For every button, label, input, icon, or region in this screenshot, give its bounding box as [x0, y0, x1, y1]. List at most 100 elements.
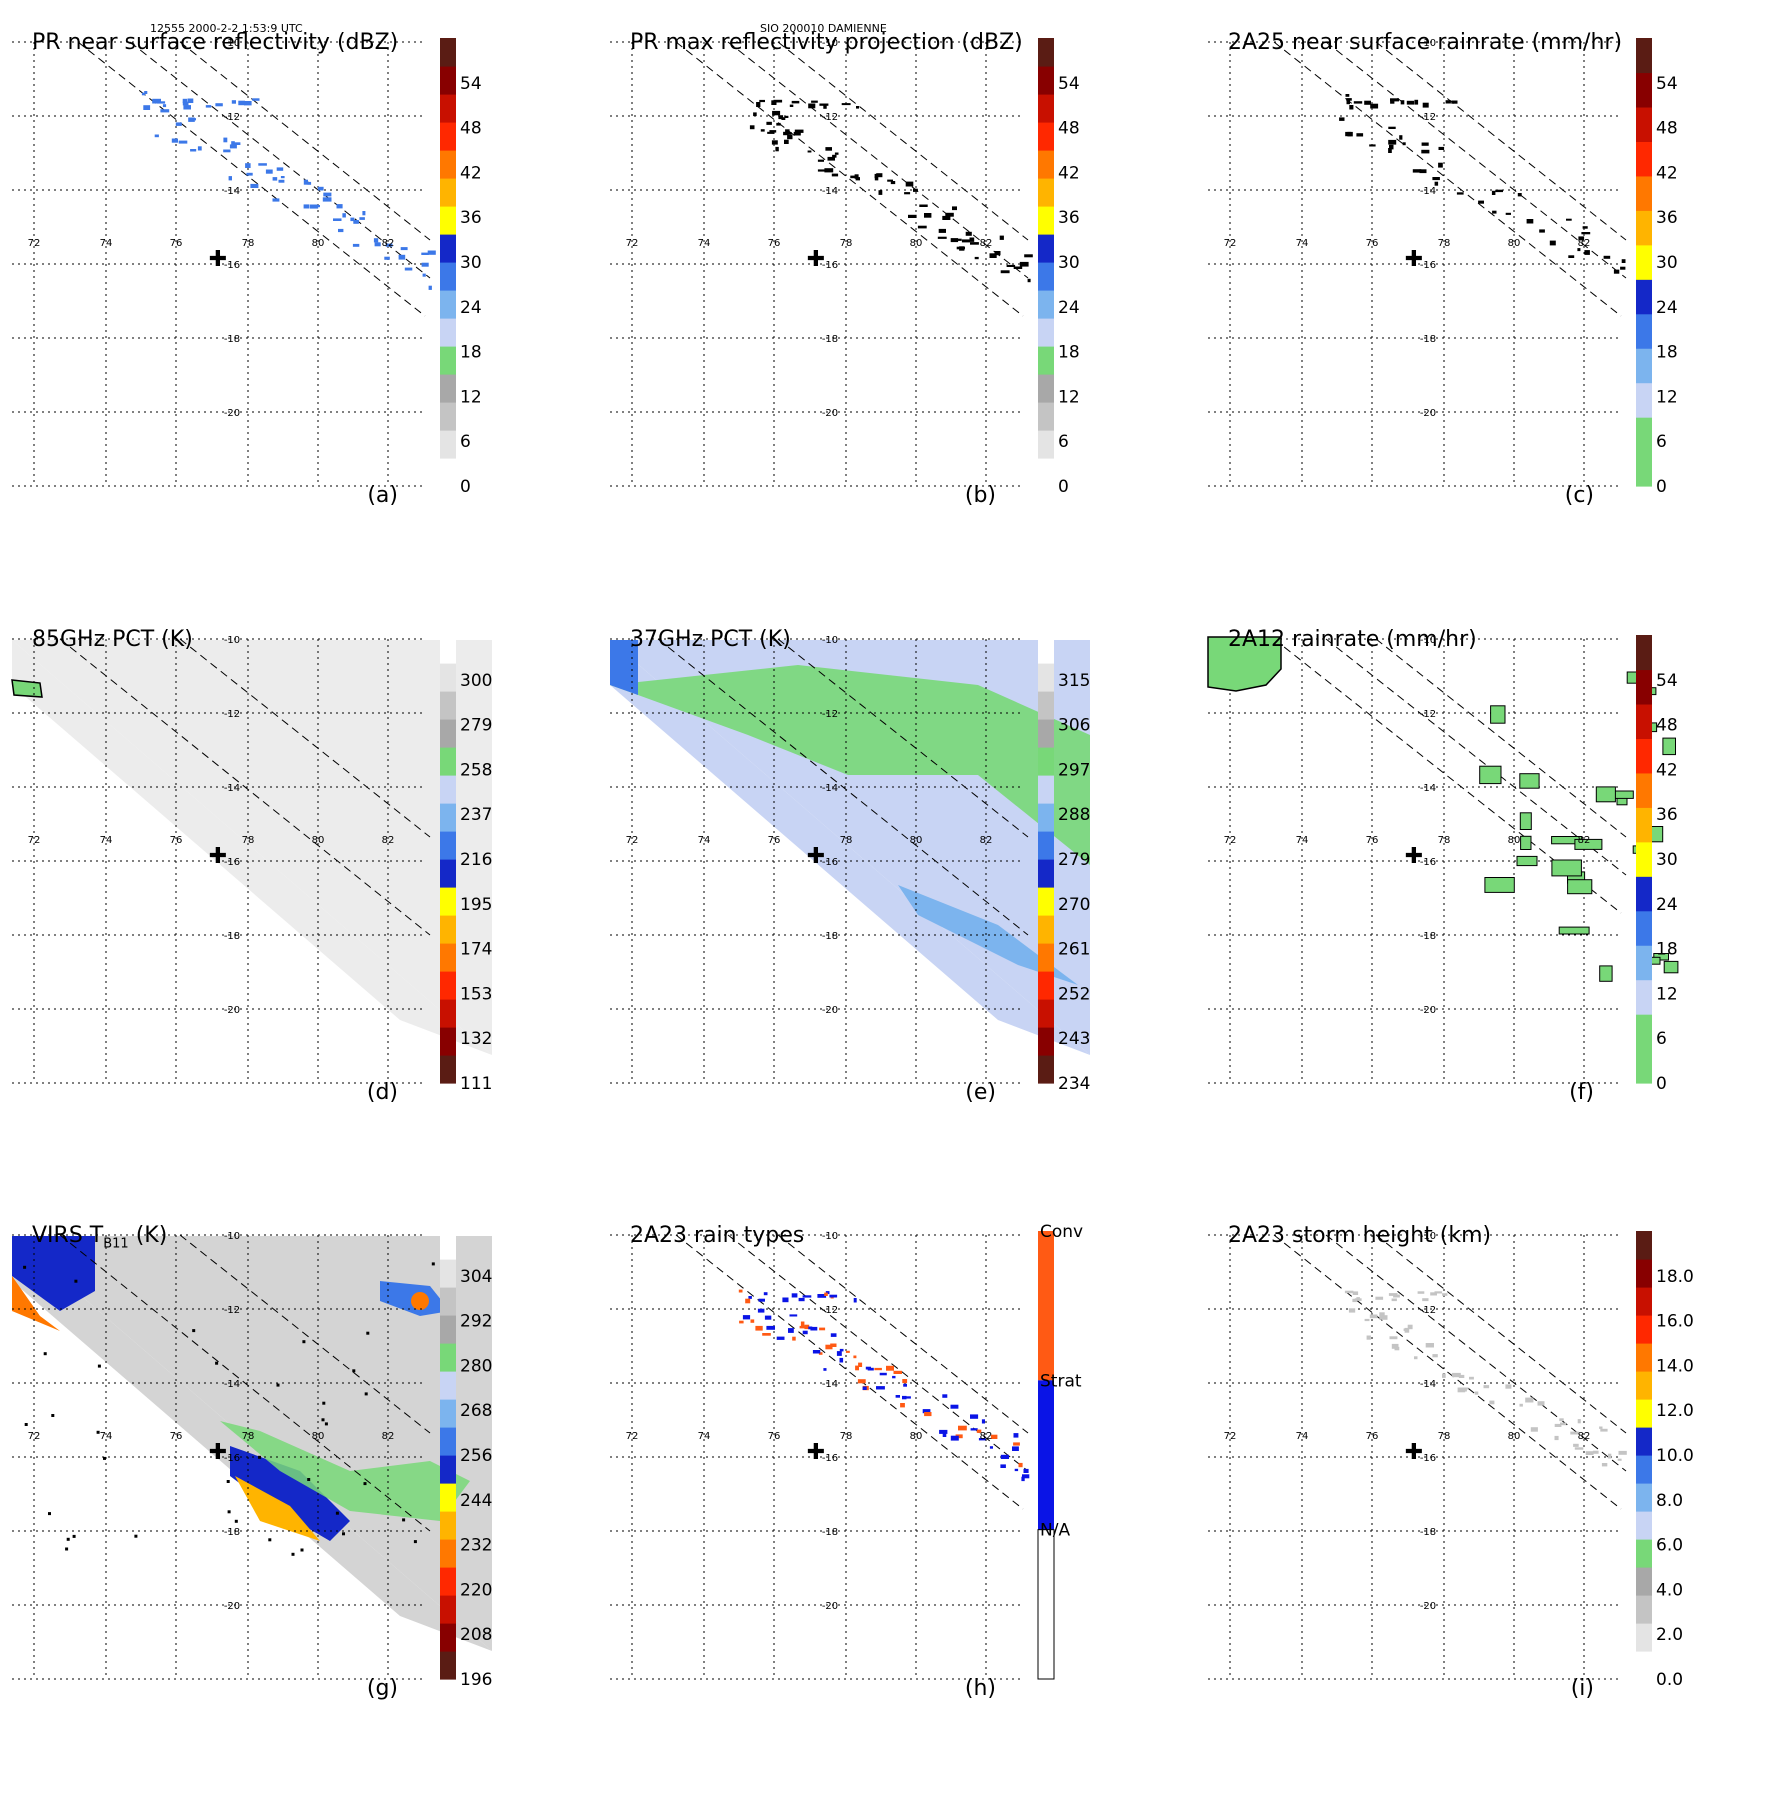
rain-cell: [757, 1308, 765, 1313]
rain-cell: [1379, 1315, 1388, 1320]
colorbar-segment: [1636, 1567, 1652, 1596]
rain-cell: [792, 1336, 796, 1341]
lon-tick-label: 82: [382, 1431, 395, 1442]
rain-cell: [958, 1425, 967, 1431]
rain-cell: [1421, 142, 1429, 146]
colorbar-tick-label: Conv: [1040, 1222, 1083, 1242]
rain-cell: [1581, 232, 1591, 235]
rain-cell: [1519, 812, 1532, 831]
rain-cell: [280, 176, 285, 179]
lat-tick-label: -16: [822, 1453, 838, 1464]
colorbar-tick-label: 268: [460, 1401, 492, 1421]
rain-cell: [817, 1294, 827, 1298]
panel-title: 85GHz PCT (K): [32, 627, 193, 652]
rain-cell: [1620, 266, 1626, 270]
colorbar-segment: [440, 262, 456, 291]
rain-cell: [385, 243, 393, 247]
rain-cell: [1013, 266, 1023, 269]
colorbar-tick-label: 174: [460, 940, 492, 960]
map-e: ✚ 72 74 76 78 80 82 -10 -12 -14 -16 -18 -20 234 243 252…: [610, 635, 1090, 1094]
colorbar-tick-label: 30: [1656, 850, 1678, 870]
rain-cell: [1489, 1400, 1495, 1405]
rain-cell: [362, 211, 366, 216]
panel-label: (i): [1570, 1676, 1594, 1701]
colorbar-tick-label: 288: [1058, 805, 1090, 825]
rain-cell: [1019, 261, 1029, 267]
rain-cell: [252, 98, 260, 101]
colorbar-segment: [440, 803, 456, 832]
rain-cell: [400, 247, 408, 251]
colorbar-tick-label: 12: [1656, 984, 1678, 1004]
colorbar-segment: [1038, 290, 1054, 319]
lon-tick-label: 74: [1296, 1431, 1309, 1442]
colorbar-na: [1037, 1529, 1055, 1680]
rain-cell: [845, 1350, 850, 1353]
storm-center-marker: ✚: [807, 1440, 825, 1465]
rain-cell: [922, 1409, 931, 1414]
rain-cell: [825, 147, 832, 151]
colorbar-segment: [1636, 979, 1652, 1015]
rain-cell: [336, 204, 343, 209]
colorbar-segment: [1636, 1287, 1652, 1316]
rain-cell: [854, 174, 859, 179]
rain-cell: [324, 1422, 328, 1426]
colorbar-tick-label: 195: [460, 895, 492, 915]
rain-cell: [1018, 1462, 1023, 1468]
rain-cell: [215, 103, 223, 107]
rain-cell: [739, 1320, 744, 1324]
rain-cell: [908, 214, 917, 218]
lon-tick-label: 80: [910, 238, 923, 249]
rain-cell: [970, 1428, 978, 1431]
colorbar-segment: [1038, 66, 1054, 95]
rain-cell: [317, 186, 324, 191]
lat-tick-label: -14: [822, 783, 838, 794]
rain-cell: [321, 1418, 325, 1422]
lon-tick-label: 74: [698, 1431, 711, 1442]
rain-cell: [1585, 1451, 1594, 1455]
swath-edge-line: [1375, 1234, 1627, 1434]
rain-cell: [767, 131, 775, 134]
colorbar-tick-label: 244: [460, 1491, 492, 1511]
colorbar-segment: [1636, 703, 1652, 739]
rain-cell: [804, 1324, 810, 1330]
colorbar-tick-label: 42: [1656, 163, 1678, 183]
lon-tick-label: 74: [100, 1431, 113, 1442]
rain-cell: [1525, 1397, 1534, 1403]
rain-cell: [1653, 953, 1669, 961]
rain-cell: [335, 1511, 339, 1515]
panel-title: 2A25 near surface rainrate (mm/hr): [1228, 30, 1623, 55]
rain-cell: [183, 105, 191, 110]
colorbar-segment: [440, 915, 456, 944]
rain-cell: [855, 1365, 859, 1371]
colorbar-tick-label: 54: [1058, 74, 1080, 94]
colorbar-segment: [440, 1055, 456, 1084]
rain-cell: [978, 1438, 986, 1441]
colorbar-segment: [440, 1623, 456, 1652]
colorbar-tick-label: 304: [460, 1267, 492, 1287]
colorbar-segment: [1636, 106, 1652, 142]
lat-tick-label: -12: [224, 112, 240, 123]
rain-cell: [955, 1434, 963, 1439]
rain-cell: [1406, 100, 1415, 105]
rain-cell: [342, 213, 346, 218]
lat-tick-label: -12: [224, 709, 240, 720]
colorbar-segment: [1038, 122, 1054, 151]
lat-tick-label: -10: [1420, 38, 1436, 49]
lon-tick-label: 72: [626, 835, 639, 846]
colorbar-tick-label: 12.0: [1656, 1401, 1694, 1421]
colorbar-segment: [1636, 1014, 1652, 1050]
rain-cell: [775, 146, 779, 152]
rain-cell: [763, 1292, 768, 1296]
colorbar-tick-label: 42: [1058, 163, 1080, 183]
rain-cell: [1027, 278, 1031, 283]
colorbar-segment: [1038, 831, 1054, 860]
cloud-band-green: [220, 1421, 470, 1521]
colorbar-segment: [440, 663, 456, 692]
rain-cell: [1618, 1450, 1627, 1455]
swath-center-line: [727, 41, 1029, 279]
colorbar-tick-label: 220: [460, 1580, 492, 1600]
rain-cell: [1000, 1454, 1009, 1459]
lon-tick-label: 78: [840, 1431, 853, 1442]
rain-cell: [959, 246, 965, 251]
swath-edge-line: [675, 41, 1024, 317]
